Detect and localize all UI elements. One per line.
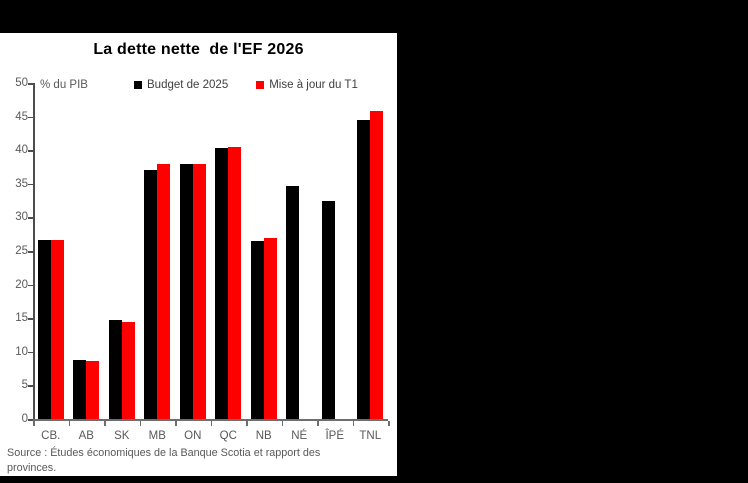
y-tick-label: 25 <box>15 245 28 257</box>
y-tick-label: 35 <box>15 177 28 190</box>
y-tick <box>28 318 33 320</box>
y-axis-unit-label: % du PIB <box>40 79 88 91</box>
y-tick <box>28 284 33 287</box>
bar-budget-TNL <box>357 119 371 419</box>
x-cat-label: ON <box>184 430 202 442</box>
bar-q1-CB. <box>50 240 64 419</box>
x-cat-label: CB. <box>41 430 61 442</box>
y-tick <box>28 83 33 85</box>
y-tick-label: 0 <box>21 413 28 425</box>
bar-budget-MB <box>144 170 158 419</box>
legend-swatch-q1 <box>256 81 265 89</box>
y-tick <box>28 419 33 421</box>
x-cat-label: QC <box>219 430 237 442</box>
bar-q1-SK <box>121 321 135 419</box>
x-tick <box>246 421 248 426</box>
source-note: Source : Études économiques de la Banque… <box>7 446 367 476</box>
x-cat-label: NÉ <box>291 430 308 442</box>
y-tick <box>28 183 33 186</box>
x-cat-label: TNL <box>359 430 382 442</box>
bar-budget-CB. <box>37 239 51 419</box>
bar-q1-ON <box>192 163 206 419</box>
y-tick <box>28 351 33 354</box>
source-line-1: Source : Études économiques de la Banque… <box>7 447 321 459</box>
legend-item-budget: Budget de 2025 <box>134 79 228 91</box>
chart-title: La dette nette de l'EF 2026 <box>93 41 304 58</box>
bar-q1-MB <box>157 163 171 419</box>
y-tick-label: 20 <box>15 278 28 291</box>
x-cat-label: ÎPÉ <box>325 430 345 442</box>
x-cat-label: AB <box>78 430 94 442</box>
bar-q1-TNL <box>370 111 384 419</box>
y-tick <box>28 150 33 152</box>
plot-area: 50 45 40 35 30 25 20 15 10 5 0 CB. AB SK MB ON QC NB NÉ ÎPÉ… <box>0 33 397 476</box>
y-tick-label: 15 <box>15 312 28 325</box>
legend-label-q1: Mise à jour du T1 <box>269 79 358 91</box>
x-tick <box>104 421 106 426</box>
y-tick-label: 30 <box>15 211 28 224</box>
x-tick <box>68 421 70 426</box>
x-tick <box>175 421 177 426</box>
legend: Budget de 2025 Mise à jour du T1 <box>134 79 358 91</box>
bar-q1-NB <box>263 238 277 419</box>
legend-swatch-budget <box>134 81 142 89</box>
y-tick-label: 5 <box>21 379 28 392</box>
bar-budget-SK <box>108 319 122 419</box>
x-cat-label: NB <box>255 430 272 442</box>
x-tick <box>352 421 354 426</box>
bar-budget-ON <box>179 163 193 419</box>
y-tick-label: 10 <box>15 345 28 358</box>
x-tick <box>139 421 141 426</box>
y-tick <box>28 251 33 253</box>
bar-budget-QC <box>215 147 229 419</box>
source-line-2: provinces. <box>7 462 57 474</box>
x-tick <box>317 421 319 426</box>
bar-budget-NÉ <box>286 186 300 419</box>
x-cat-label: MB <box>148 430 166 442</box>
x-tick <box>388 421 390 426</box>
x-tick <box>33 421 35 426</box>
y-axis <box>33 83 35 421</box>
bar-q1-QC <box>228 146 242 419</box>
y-tick-label: 40 <box>15 144 28 157</box>
chart-panel: La dette nette de l'EF 2026 50 45 40 35 30 25… <box>0 33 397 476</box>
y-tick <box>28 116 33 119</box>
x-tick <box>281 421 283 426</box>
y-tick-label: 50 <box>15 77 28 89</box>
y-tick <box>28 217 33 219</box>
bar-budget-AB <box>73 359 87 419</box>
y-tick <box>28 385 33 387</box>
x-tick <box>210 421 212 426</box>
y-tick-label: 45 <box>15 110 28 123</box>
x-cat-label: SK <box>114 430 130 442</box>
x-axis <box>33 419 388 421</box>
legend-label-budget: Budget de 2025 <box>147 79 229 91</box>
bar-budget-ÎPÉ <box>321 200 335 419</box>
bar-budget-NB <box>250 240 264 419</box>
legend-item-q1: Mise à jour du T1 <box>256 79 358 91</box>
bar-q1-AB <box>86 361 100 419</box>
